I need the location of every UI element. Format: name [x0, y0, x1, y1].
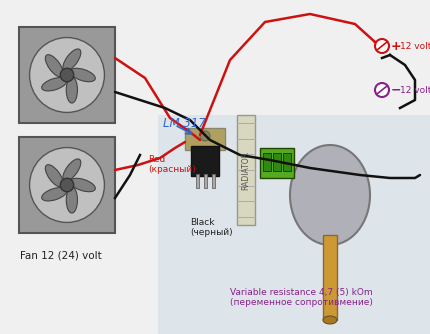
Bar — [19, 137, 115, 233]
Bar — [260, 148, 294, 178]
Ellipse shape — [63, 49, 81, 71]
Bar — [323, 235, 337, 320]
Text: +: + — [391, 39, 402, 52]
Bar — [203, 174, 206, 188]
Ellipse shape — [323, 316, 337, 324]
Ellipse shape — [45, 165, 63, 187]
Bar — [237, 115, 255, 225]
Bar — [19, 27, 115, 123]
Bar — [212, 174, 215, 188]
Circle shape — [375, 83, 389, 97]
Bar — [283, 153, 291, 171]
Circle shape — [60, 178, 74, 192]
Ellipse shape — [70, 178, 95, 192]
Text: LM 317: LM 317 — [163, 117, 206, 130]
Circle shape — [30, 148, 104, 222]
Text: Red
(красный): Red (красный) — [148, 155, 196, 174]
Bar — [273, 153, 281, 171]
Ellipse shape — [42, 187, 67, 201]
Circle shape — [200, 131, 210, 141]
Circle shape — [375, 39, 389, 53]
Text: 12 volt (or 24-28 volt DC): 12 volt (or 24-28 volt DC) — [400, 86, 430, 95]
Ellipse shape — [66, 187, 77, 213]
Text: 12 volt (or 24-28 volt DC): 12 volt (or 24-28 volt DC) — [400, 41, 430, 50]
Text: Variable resistance 4,7 (5) kOm
(переменное сопротивмение): Variable resistance 4,7 (5) kOm (перемен… — [230, 288, 373, 307]
Bar — [158, 115, 430, 334]
Ellipse shape — [45, 55, 63, 77]
Bar — [191, 146, 219, 176]
Bar — [263, 153, 271, 171]
Bar — [185, 128, 225, 150]
Ellipse shape — [66, 77, 77, 103]
Ellipse shape — [290, 145, 370, 245]
Text: Fan 12 (24) volt: Fan 12 (24) volt — [20, 250, 102, 260]
Ellipse shape — [63, 159, 81, 181]
Text: RADIATOR: RADIATOR — [242, 151, 251, 189]
Ellipse shape — [70, 68, 95, 82]
Bar — [196, 174, 199, 188]
Circle shape — [60, 68, 74, 82]
Text: Black
(черный): Black (черный) — [190, 218, 233, 237]
Circle shape — [30, 37, 104, 113]
Ellipse shape — [42, 77, 67, 91]
Text: −: − — [391, 84, 402, 97]
